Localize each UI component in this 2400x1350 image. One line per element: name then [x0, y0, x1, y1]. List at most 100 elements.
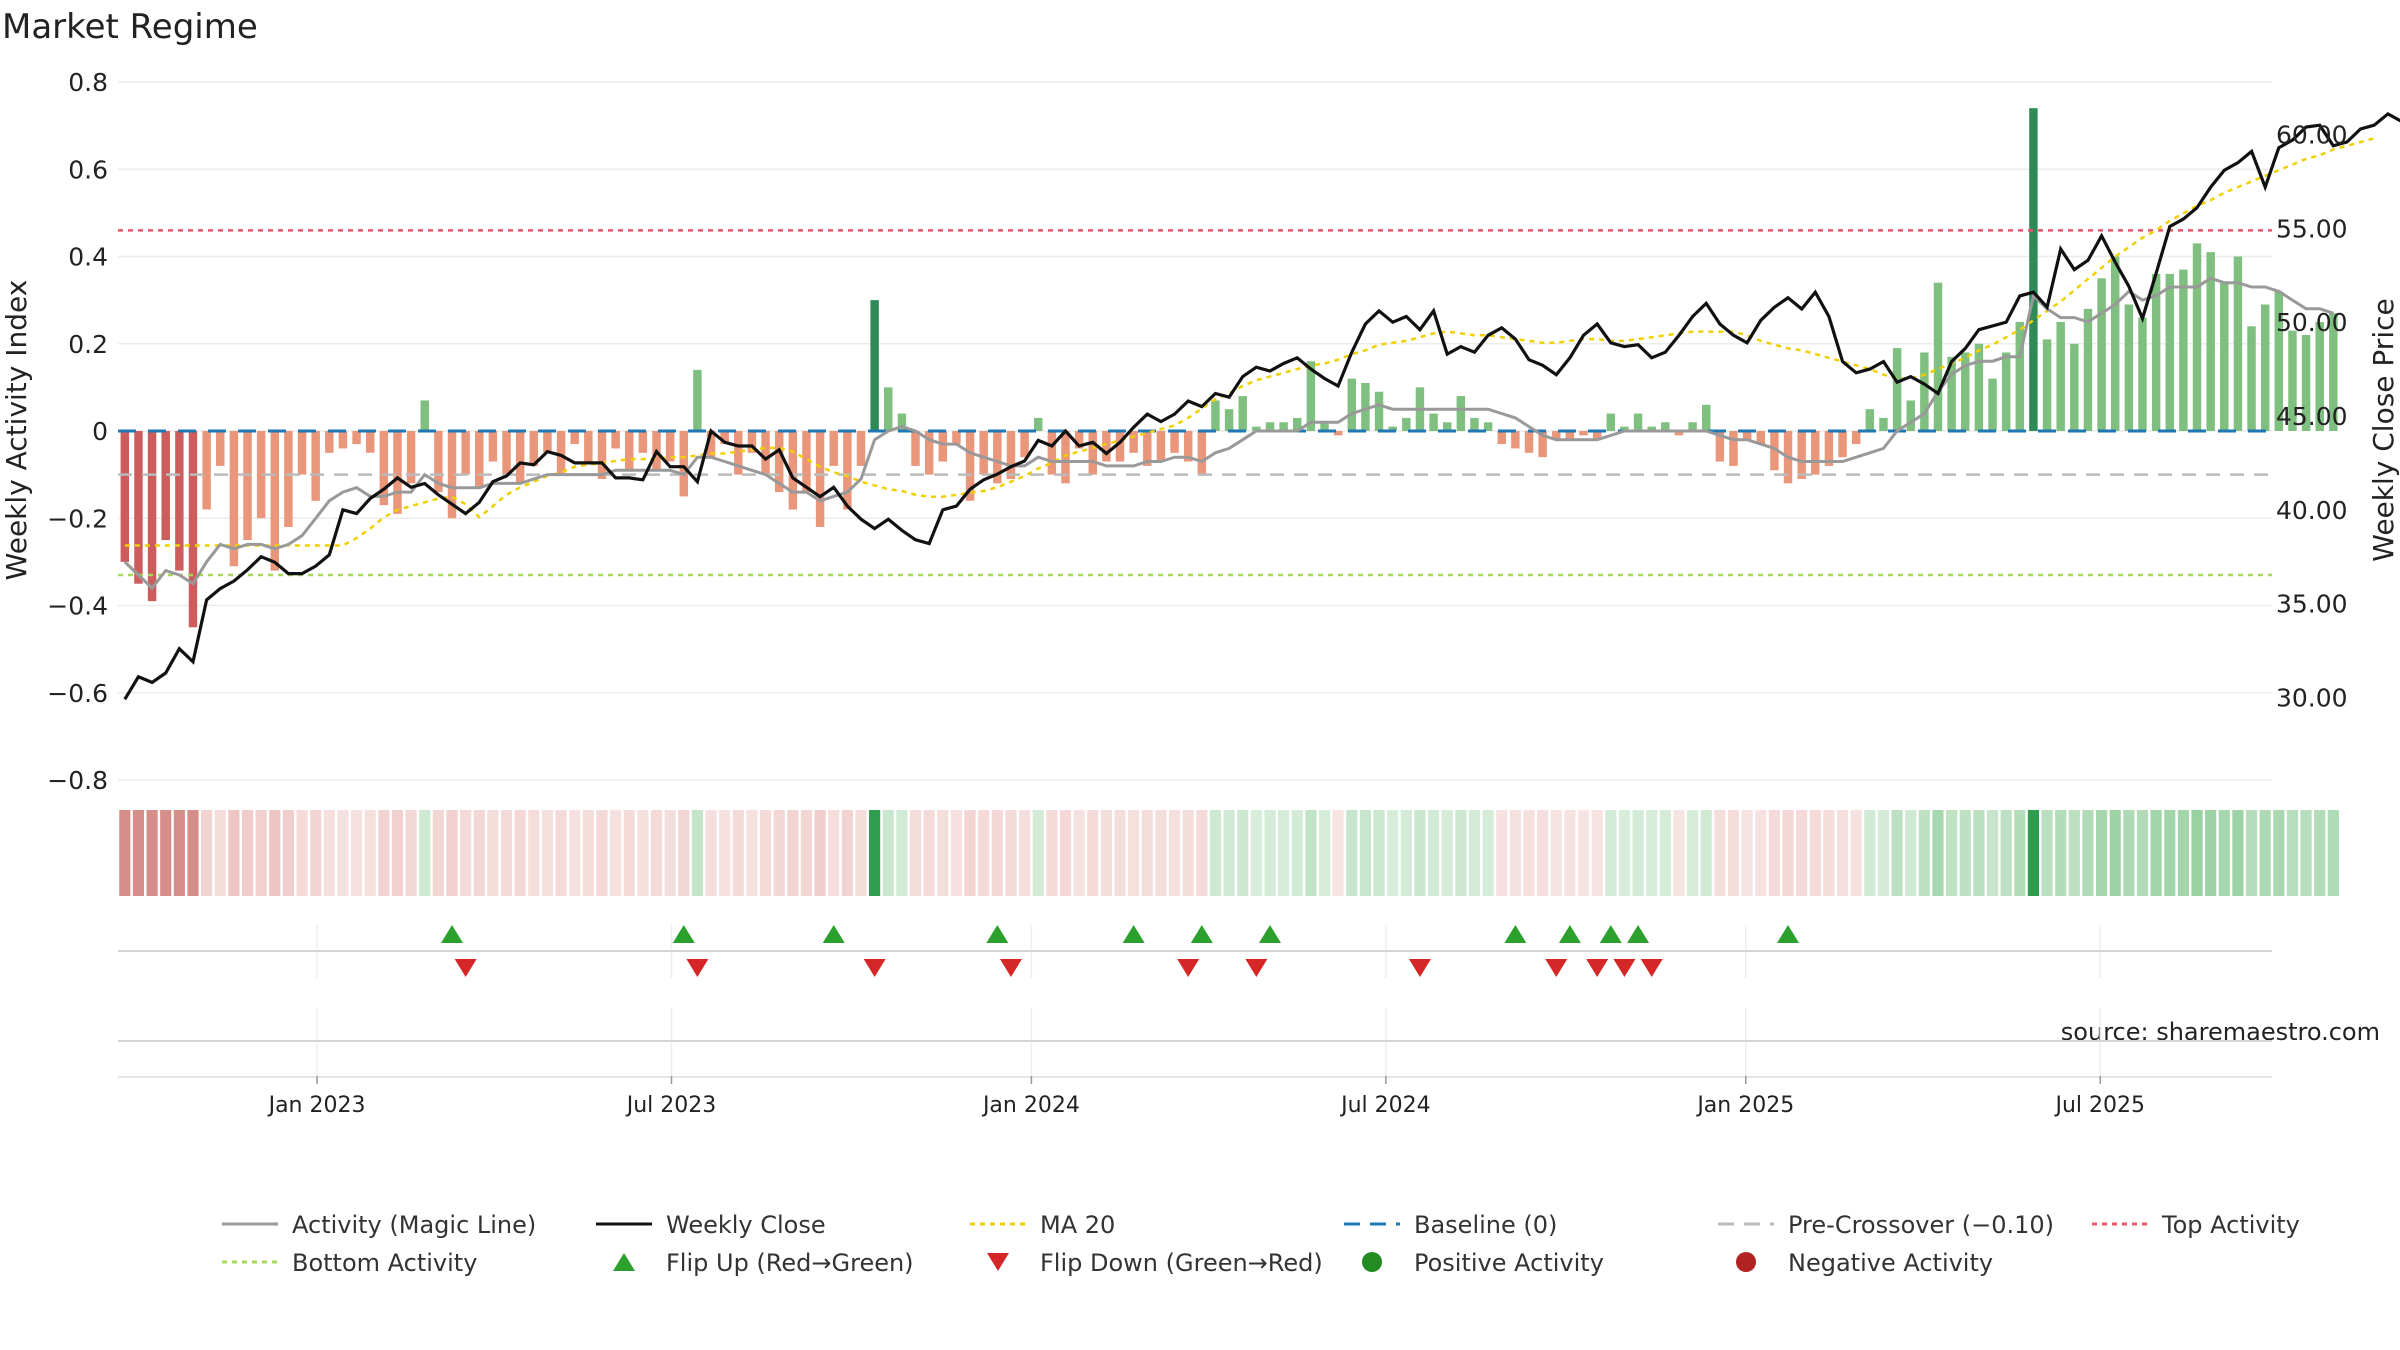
- regime-cell: [2123, 810, 2135, 896]
- regime-cell: [241, 810, 254, 896]
- regime-cell: [473, 810, 485, 896]
- activity-bar: [720, 431, 729, 445]
- activity-bar: [2179, 269, 2188, 431]
- activity-bar: [1265, 422, 1275, 431]
- activity-bar: [1388, 426, 1397, 431]
- regime-cell: [991, 810, 1003, 896]
- activity-bar: [1579, 431, 1588, 436]
- activity-bar: [856, 431, 866, 466]
- regime-cell: [1509, 810, 1521, 896]
- activity-bar: [1879, 417, 1888, 431]
- regime-cell: [187, 810, 199, 896]
- reference-lines: [118, 229, 2272, 577]
- activity-bar: [1402, 417, 1411, 431]
- activity-bar: [1688, 422, 1697, 431]
- regime-cell: [132, 810, 145, 896]
- legend-label: Pre-Crossover (−0.10): [1788, 1211, 2054, 1239]
- regime-cell: [1114, 810, 1126, 896]
- regime-cell: [1932, 810, 1944, 896]
- regime-cell: [1373, 810, 1385, 896]
- activity-bar: [911, 431, 920, 466]
- regime-cell: [2055, 810, 2067, 896]
- activity-bar: [706, 431, 716, 458]
- activity-bar: [1347, 378, 1357, 431]
- regime-cell: [1128, 810, 1140, 896]
- activity-bar: [365, 431, 375, 453]
- regime-cell: [1591, 810, 1603, 896]
- legend-swatch: [613, 1253, 635, 1271]
- activity-bar: [2042, 339, 2052, 431]
- regime-cell: [1864, 810, 1876, 896]
- activity-bar: [625, 431, 634, 471]
- activity-bar: [2029, 108, 2038, 432]
- regime-cell: [1073, 810, 1085, 896]
- regime-cell: [446, 810, 458, 896]
- y-right-tick-label: 30.00: [2276, 683, 2348, 712]
- regime-cell: [746, 810, 758, 896]
- legend-label: Flip Down (Green→Red): [1040, 1249, 1323, 1277]
- regime-cell: [2300, 810, 2312, 896]
- activity-bar: [2315, 321, 2324, 431]
- x-axis-ticks: Jan 2023 Jul 2023 Jan 2024 Jul 2024 Jan 2025…: [267, 1076, 2145, 1118]
- regime-cell: [1687, 810, 1699, 896]
- activity-bar: [1470, 417, 1479, 431]
- activity-bar: [379, 431, 389, 506]
- regime-cell: [364, 810, 376, 896]
- y-left-tick-label: 0.8: [68, 68, 108, 97]
- regime-cell: [1250, 810, 1262, 896]
- regime-cell: [1564, 810, 1576, 896]
- regime-cell: [2218, 810, 2230, 896]
- regime-cell: [1632, 810, 1644, 896]
- activity-bar: [1224, 409, 1234, 431]
- regime-cell: [405, 810, 417, 896]
- regime-cell: [855, 810, 867, 896]
- activity-bar: [175, 431, 184, 571]
- activity-bar: [420, 400, 429, 431]
- regime-cell: [691, 810, 703, 896]
- activity-bar: [2001, 352, 2011, 431]
- lower-panel-gridlines: [118, 925, 2272, 1080]
- activity-bar: [2260, 304, 2270, 431]
- regime-cell: [1223, 810, 1235, 896]
- legend-label: Weekly Close: [666, 1211, 826, 1239]
- activity-bar: [1988, 378, 1997, 431]
- activity-bar: [1143, 431, 1152, 466]
- activity-bar: [543, 431, 552, 453]
- flip-up-marker: [1504, 925, 1527, 943]
- regime-cell: [773, 810, 785, 896]
- activity-bar: [1851, 431, 1861, 445]
- flip-down-marker: [1177, 959, 1200, 977]
- flip-up-marker: [441, 925, 464, 943]
- activity-bars: [120, 108, 2338, 628]
- activity-bar: [447, 431, 457, 519]
- legend-item: Flip Up (Red→Green): [613, 1249, 914, 1277]
- regime-cell: [255, 810, 267, 896]
- activity-bar: [256, 431, 266, 519]
- activity-bar: [1511, 431, 1520, 449]
- regime-cell: [2314, 810, 2326, 896]
- activity-bar: [2151, 273, 2161, 431]
- regime-cell: [2136, 810, 2149, 896]
- activity-bar: [1552, 431, 1561, 440]
- regime-cell: [1618, 810, 1631, 896]
- regime-cell: [160, 810, 172, 896]
- activity-bar: [1702, 404, 1711, 431]
- regime-cell: [1278, 810, 1290, 896]
- y-right-tick-label: 55.00: [2276, 214, 2348, 243]
- activity-bar: [665, 431, 675, 462]
- activity-bar: [2247, 326, 2256, 431]
- activity-bar: [1170, 431, 1179, 453]
- activity-bar: [761, 431, 770, 475]
- activity-bar: [1361, 383, 1370, 431]
- activity-bar: [1524, 431, 1534, 453]
- activity-bar: [1320, 422, 1329, 431]
- regime-cell: [1986, 810, 1999, 896]
- y-left-tick-label: −0.6: [47, 679, 108, 708]
- activity-bar: [1865, 409, 1875, 431]
- legend: Activity (Magic Line) Weekly Close MA 20 Ba…: [222, 1211, 2300, 1277]
- regime-cell: [1523, 810, 1535, 896]
- activity-bar: [584, 431, 593, 462]
- flip-up-marker: [1190, 925, 1213, 943]
